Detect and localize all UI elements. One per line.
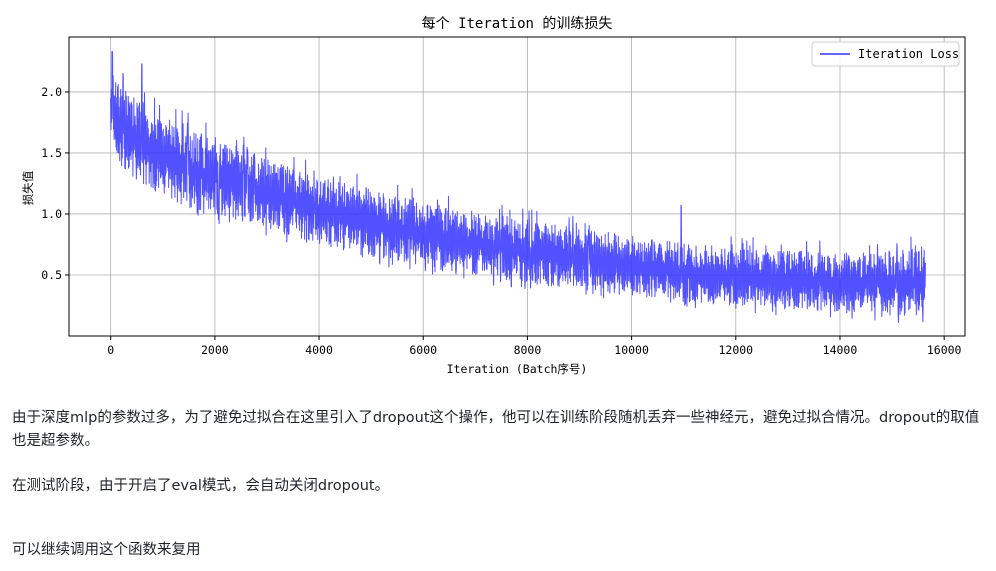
y-tick-label: 1.0: [41, 207, 62, 221]
plot-frame: [68, 36, 966, 337]
y-tick-label: 2.0: [41, 85, 62, 99]
legend-label-iteration-loss: Iteration Loss: [858, 47, 959, 61]
x-tick-label: 6000: [409, 343, 437, 357]
legend-box: [811, 41, 960, 67]
loss-chart-svg: 每个 Iteration 的训练损失 0 2000 4000 6000 8000 1000…: [21, 16, 966, 376]
x-tick-label: 2000: [201, 343, 229, 357]
chart-title: 每个 Iteration 的训练损失: [422, 16, 613, 32]
x-tick-label: 12000: [718, 343, 753, 357]
y-tick-label: 1.5: [41, 146, 62, 160]
paragraph-dropout: 由于深度mlp的参数过多，为了避免过拟合在这里引入了dropout这个操作，他可…: [12, 410, 980, 449]
series-line-iteration-loss: [110, 51, 926, 324]
loss-chart: 每个 Iteration 的训练损失 0 2000 4000 6000 8000 1000…: [21, 16, 966, 376]
paragraph-reuse: 可以继续调用这个函数来复用: [12, 542, 201, 558]
x-tick-label: 16000: [927, 343, 962, 357]
x-tick-label: 8000: [514, 343, 542, 357]
x-axis-label: Iteration (Batch序号): [447, 362, 588, 376]
x-tick-label: 10000: [614, 343, 649, 357]
x-tick-label: 14000: [823, 343, 858, 357]
paragraph-eval-mode: 在测试阶段，由于开启了eval模式，会自动关闭dropout。: [12, 478, 390, 494]
x-tick-label: 0: [107, 343, 114, 357]
series-layer: [110, 51, 926, 324]
legend: Iteration Loss: [811, 41, 960, 67]
x-axis-ticks: 0 2000 4000 6000 8000 10000 12000 14000 16000: [107, 336, 962, 357]
y-tick-label: 0.5: [41, 268, 62, 282]
y-axis-label: 损失值: [21, 170, 35, 205]
x-tick-label: 4000: [305, 343, 333, 357]
y-axis-ticks: 0.5 1.0 1.5 2.0: [41, 85, 69, 282]
